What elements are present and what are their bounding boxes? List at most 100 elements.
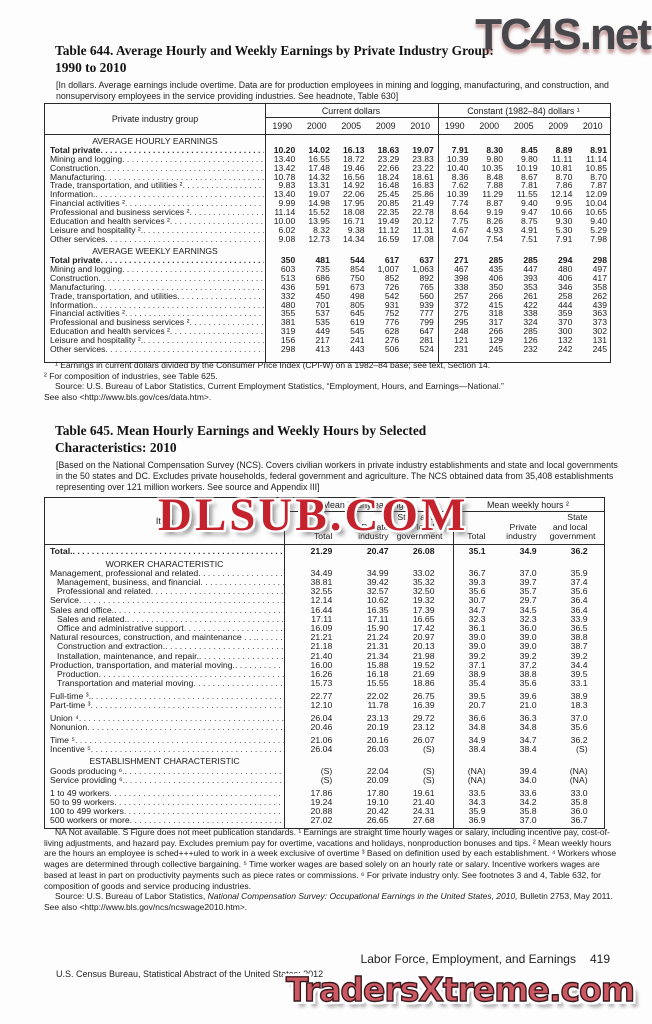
cell-value: 21.34: [366, 650, 389, 661]
table-row: Construction 13.42 17.48 19.46 22.66 23.22 10…: [45, 163, 610, 173]
table-row: Financial activities ² 355 537 645 752 777 27…: [45, 309, 610, 318]
row-values: 12.10 11.78 16.39 20.7 21.0 18.3: [284, 700, 601, 710]
running-footer: Labor Force, Employment, and Earnings 419: [361, 952, 610, 966]
cell-value: 13.40: [273, 153, 296, 164]
row-label: Installation, maintenance, and repair.: [45, 652, 284, 661]
table-row: Mining and logging 603 735 854 1,007 1,063 46…: [45, 265, 610, 274]
table-645-body: Total. 21.29 20.47 26.08 35.1 34.9 36.2 WORKE…: [45, 545, 604, 828]
cell-value: 285: [488, 255, 504, 266]
cell-value: 8.87: [486, 198, 504, 209]
cell-value: 12.10: [310, 700, 333, 710]
row-values: 513 686 750 852 892 398 406 393 406 417: [264, 272, 610, 283]
table-row: Part-time ³ 12.10 11.78 16.39 20.7 21.0 18.3: [45, 700, 604, 710]
dot-leader: [199, 652, 284, 661]
cell-value: 17.86: [310, 787, 333, 798]
cell-value: 10.39: [446, 153, 469, 164]
row-values: 32.55 32.57 32.50 35.6 35.7 35.6: [284, 587, 601, 596]
row-label-text: Construction: [50, 273, 99, 283]
cell-value: 7.75: [451, 216, 469, 227]
cell-value: 33.6: [519, 787, 537, 798]
row-values: 9.83 13.31 14.92 16.48 16.83 7.62 7.88 7.81 7.86…: [264, 181, 610, 190]
cell-value: 16.09: [310, 623, 333, 633]
cell-value: 8.45: [520, 144, 538, 155]
cell-value: 261: [523, 290, 538, 301]
cell-value: 19.07: [412, 144, 434, 155]
cell-value: 294: [558, 255, 573, 266]
cell-value: 406: [558, 272, 573, 283]
cell-value: 467: [454, 263, 469, 274]
footnote-1: ¹ Earnings in current dollars divided by…: [55, 360, 491, 370]
cell-value: 36.7: [570, 815, 588, 826]
cell-value: 15.55: [366, 678, 389, 689]
cell-value: 35.6: [468, 586, 486, 597]
cell-value: 37.2: [519, 659, 537, 670]
cell-value: 9.80: [520, 153, 538, 164]
cell-value: 132: [558, 335, 573, 346]
row-label: ESTABLISHMENT CHARACTERISTIC: [45, 757, 284, 766]
cell-value: 13.31: [308, 180, 330, 191]
row-label: 500 workers or more: [45, 816, 284, 825]
cell-value: 686: [315, 272, 330, 283]
cell-value: 266: [488, 290, 504, 301]
cell-value: 34.7: [519, 734, 537, 745]
cell-value: 776: [384, 317, 400, 328]
cell-value: 26.65: [366, 815, 389, 826]
cell-value: 20.88: [310, 805, 333, 816]
cell-value: 560: [419, 290, 434, 301]
row-label-text: Construction and extraction.: [57, 642, 166, 652]
table-644-footnotes: ¹ Earnings in current dollars divided by…: [44, 360, 614, 403]
table-row: Incentive ⁵ 26.04 26.03 (S) 38.4 38.4 (S): [45, 744, 604, 754]
row-values: 16.09 15.90 17.42 36.1 36.0 36.5: [284, 623, 601, 633]
source-line-2: See also <http://www.bls.gov/ces/data.ht…: [44, 392, 212, 403]
table-645-footnotes: NA Not available. S Figure does not meet…: [44, 827, 623, 913]
cell-value: 26.08: [412, 546, 435, 556]
cell-value: 5.30: [555, 224, 573, 235]
row-label-text: Construction: [50, 163, 99, 173]
cell-value: 13.40: [273, 189, 296, 200]
cell-value: 21.31: [366, 641, 389, 652]
footnote-2: ² For composition of industries, see Tab…: [44, 370, 218, 381]
cell-value: 319: [280, 326, 296, 337]
table-row: Total. 21.29 20.47 26.08 35.1 34.9 36.2: [45, 546, 604, 556]
cell-value: 17.42: [412, 623, 435, 633]
cell-value: 11.55: [516, 189, 538, 200]
table-644-headnote: [In dollars. Average earnings include ov…: [56, 80, 609, 101]
table-row: Information. 480 701 805 931 939 372 415 422 444…: [45, 299, 610, 310]
dot-leader: [104, 283, 263, 292]
row-values: 436 591 673 726 765 338 350 353 346 358: [264, 282, 610, 292]
dot-leader: [87, 723, 284, 732]
group-header-row: Current dollars Constant (1982–84) dolla…: [265, 104, 610, 118]
cell-value: 10.62: [366, 595, 389, 606]
cell-value: 32.55: [310, 586, 333, 597]
cell-value: 939: [419, 299, 434, 310]
row-values: 21.06 20.16 26.07 34.9 34.7 36.2: [284, 734, 601, 745]
row-label-text: Sales and related.: [57, 614, 128, 624]
table-row: Total private 350 481 544 617 637 271 285 285 29…: [45, 256, 610, 265]
cell-value: 33.0: [570, 787, 588, 798]
cell-value: 544: [350, 255, 365, 266]
table-645-header: Item Mean hourly earnings ¹ Mean weekly …: [45, 498, 604, 545]
cell-value: 34.49: [310, 567, 333, 578]
cell-value: 285: [523, 326, 538, 337]
cell-value: 393: [523, 272, 538, 283]
row-label-text: Manufacturing: [50, 282, 105, 292]
cell-value: 16.39: [412, 700, 435, 710]
cell-value: 37.0: [570, 712, 588, 723]
dot-leader: [127, 615, 284, 624]
row-label-text: Financial activities ²: [50, 309, 125, 319]
row-values: 11.14 15.52 18.08 22.35 22.78 8.64 9.19 9.47 10.…: [264, 208, 610, 217]
row-label-text: Production: [57, 669, 99, 679]
cell-value: 34.5: [519, 604, 537, 615]
cell-value: 20.12: [412, 216, 434, 227]
row-label: Education and health services ²: [45, 217, 264, 226]
cell-value: 8.89: [555, 144, 573, 155]
dot-leader: [122, 155, 263, 164]
row-label-text: Installation, maintenance, and repair.: [57, 651, 199, 661]
cell-value: 8.91: [590, 144, 607, 155]
cell-value: 545: [350, 326, 365, 337]
stub-header: Item: [155, 516, 174, 526]
cell-value: 20.13: [412, 641, 435, 652]
row-label: Education and health services ²: [45, 327, 264, 336]
table-row: Other services 2984134435065242312452322…: [45, 345, 610, 354]
dot-leader: [151, 587, 284, 596]
